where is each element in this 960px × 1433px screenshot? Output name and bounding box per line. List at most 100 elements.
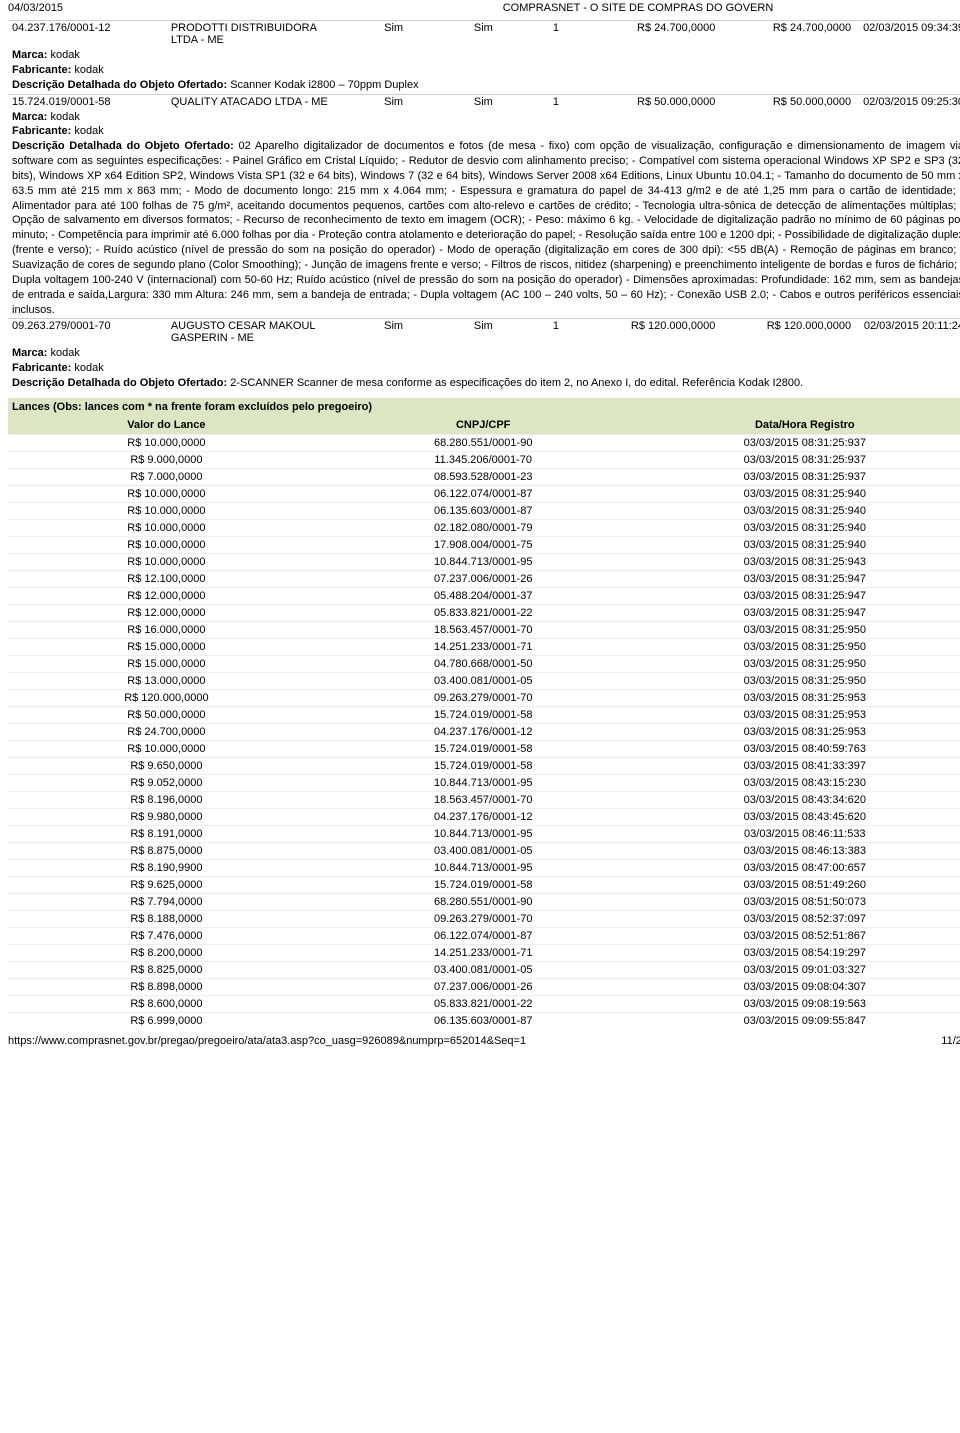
lance-valor: R$ 10.000,0000 (8, 502, 325, 519)
lance-valor: R$ 9.650,0000 (8, 757, 325, 774)
lance-cnpj: 17.908.004/0001-75 (325, 536, 642, 553)
vendor-desc-row: Marca: kodakFabricante: kodakDescrição D… (8, 345, 960, 392)
lance-row: R$ 9.650,000015.724.019/0001-5803/03/201… (8, 757, 960, 774)
lance-data: 03/03/2015 08:43:45:620 (642, 808, 960, 825)
lance-data: 03/03/2015 09:08:19:563 (642, 995, 960, 1012)
lance-row: R$ 10.000,000010.844.713/0001-9503/03/20… (8, 553, 960, 570)
lance-cnpj: 08.593.528/0001-23 (325, 468, 642, 485)
vendor-v2: R$ 120.000,0000 (719, 319, 855, 346)
lance-cnpj: 10.844.713/0001-95 (325, 774, 642, 791)
lances-title: Lances (12, 401, 53, 413)
lance-data: 03/03/2015 08:43:15:230 (642, 774, 960, 791)
lance-valor: R$ 120.000,0000 (8, 689, 325, 706)
lance-row: R$ 50.000,000015.724.019/0001-5803/03/20… (8, 706, 960, 723)
lance-row: R$ 8.188,000009.263.279/0001-7003/03/201… (8, 910, 960, 927)
lance-cnpj: 03.400.081/0001-05 (325, 961, 642, 978)
lance-valor: R$ 12.000,0000 (8, 587, 325, 604)
vendor-data: 02/03/2015 09:25:30 (855, 94, 960, 109)
lance-row: R$ 9.052,000010.844.713/0001-9503/03/201… (8, 774, 960, 791)
vendor-marca-label: Marca: (12, 49, 51, 61)
lance-valor: R$ 8.898,0000 (8, 978, 325, 995)
vendor-marca-label: Marca: (12, 347, 51, 359)
lance-row: R$ 10.000,000015.724.019/0001-5803/03/20… (8, 740, 960, 757)
vendor-marca: kodak (51, 49, 80, 61)
lance-data: 03/03/2015 08:31:25:947 (642, 604, 960, 621)
lances-column-header-row: Valor do Lance CNPJ/CPF Data/Hora Regist… (8, 416, 960, 435)
vendor-marca: kodak (51, 111, 80, 123)
vendor-v1: R$ 50.000,0000 (584, 94, 720, 109)
lance-data: 03/03/2015 08:47:00:657 (642, 859, 960, 876)
vendor-desc-label: Descrição Detalhada do Objeto Ofertado: (12, 377, 230, 389)
lance-valor: R$ 15.000,0000 (8, 655, 325, 672)
lance-data: 03/03/2015 08:52:51:867 (642, 927, 960, 944)
lance-data: 03/03/2015 08:31:25:950 (642, 672, 960, 689)
lance-row: R$ 10.000,000006.122.074/0001-8703/03/20… (8, 485, 960, 502)
vendor-col1: Sim (349, 21, 439, 48)
lance-valor: R$ 15.000,0000 (8, 638, 325, 655)
lance-valor: R$ 10.000,0000 (8, 740, 325, 757)
lance-row: R$ 9.625,000015.724.019/0001-5803/03/201… (8, 876, 960, 893)
lance-cnpj: 09.263.279/0001-70 (325, 689, 642, 706)
lance-valor: R$ 8.600,0000 (8, 995, 325, 1012)
lance-cnpj: 04.780.668/0001-50 (325, 655, 642, 672)
lance-valor: R$ 8.825,0000 (8, 961, 325, 978)
lance-row: R$ 10.000,000068.280.551/0001-9003/03/20… (8, 434, 960, 451)
lance-cnpj: 11.345.206/0001-70 (325, 451, 642, 468)
lance-valor: R$ 10.000,0000 (8, 553, 325, 570)
lance-valor: R$ 9.980,0000 (8, 808, 325, 825)
lances-note: (Obs: lances com * na frente foram exclu… (53, 401, 372, 413)
vendor-desc-row: Marca: kodakFabricante: kodakDescrição D… (8, 47, 960, 94)
lance-valor: R$ 6.999,0000 (8, 1012, 325, 1029)
footer-page: 11/22 (941, 1035, 960, 1047)
lance-data: 03/03/2015 08:31:25:940 (642, 519, 960, 536)
lances-col-valor: Valor do Lance (8, 416, 325, 435)
lance-valor: R$ 24.700,0000 (8, 723, 325, 740)
lance-row: R$ 15.000,000014.251.233/0001-7103/03/20… (8, 638, 960, 655)
lance-cnpj: 10.844.713/0001-95 (325, 859, 642, 876)
lance-data: 03/03/2015 08:31:25:950 (642, 655, 960, 672)
vendor-marca-label: Marca: (12, 111, 51, 123)
lance-valor: R$ 8.190,9900 (8, 859, 325, 876)
lance-data: 03/03/2015 09:01:03:327 (642, 961, 960, 978)
vendor-data: 02/03/2015 20:11:24 (855, 319, 960, 346)
lance-cnpj: 18.563.457/0001-70 (325, 621, 642, 638)
lance-row: R$ 9.980,000004.237.176/0001-1203/03/201… (8, 808, 960, 825)
lance-data: 03/03/2015 08:41:33:397 (642, 757, 960, 774)
lance-cnpj: 09.263.279/0001-70 (325, 910, 642, 927)
lance-row: R$ 8.898,000007.237.006/0001-2603/03/201… (8, 978, 960, 995)
lance-row: R$ 8.875,000003.400.081/0001-0503/03/201… (8, 842, 960, 859)
lance-valor: R$ 16.000,0000 (8, 621, 325, 638)
lance-data: 03/03/2015 08:54:19:297 (642, 944, 960, 961)
vendor-fab-label: Fabricante: (12, 125, 74, 137)
lance-data: 03/03/2015 08:31:25:950 (642, 638, 960, 655)
lance-valor: R$ 7.000,0000 (8, 468, 325, 485)
lance-valor: R$ 12.100,0000 (8, 570, 325, 587)
lance-data: 03/03/2015 09:09:55:847 (642, 1012, 960, 1029)
vendor-marca: kodak (51, 347, 80, 359)
vendor-row: 15.724.019/0001-58QUALITY ATACADO LTDA -… (8, 94, 960, 109)
page-top-header: 04/03/2015 COMPRASNET - O SITE DE COMPRA… (8, 0, 960, 20)
lance-row: R$ 12.000,000005.833.821/0001-2203/03/20… (8, 604, 960, 621)
lance-cnpj: 15.724.019/0001-58 (325, 757, 642, 774)
vendor-qtd: 1 (528, 21, 583, 48)
vendor-desc: Scanner Kodak i2800 – 70ppm Duplex (230, 79, 418, 91)
lance-cnpj: 02.182.080/0001-79 (325, 519, 642, 536)
lance-data: 03/03/2015 08:31:25:943 (642, 553, 960, 570)
lance-cnpj: 03.400.081/0001-05 (325, 842, 642, 859)
vendor-col2: Sim (438, 319, 528, 346)
lance-valor: R$ 50.000,0000 (8, 706, 325, 723)
vendor-col1: Sim (349, 94, 439, 109)
vendors-table: 04.237.176/0001-12PRODOTTI DISTRIBUIDORA… (8, 20, 960, 392)
lance-row: R$ 8.825,000003.400.081/0001-0503/03/201… (8, 961, 960, 978)
lance-data: 03/03/2015 08:31:25:950 (642, 621, 960, 638)
lance-data: 03/03/2015 08:31:25:947 (642, 570, 960, 587)
vendor-desc: 2-SCANNER Scanner de mesa conforme as es… (230, 377, 803, 389)
lance-cnpj: 05.833.821/0001-22 (325, 604, 642, 621)
vendor-desc-label: Descrição Detalhada do Objeto Ofertado: (12, 79, 230, 91)
lance-data: 03/03/2015 08:31:25:953 (642, 723, 960, 740)
vendor-v2: R$ 50.000,0000 (719, 94, 855, 109)
lance-row: R$ 10.000,000006.135.603/0001-8703/03/20… (8, 502, 960, 519)
lance-row: R$ 12.000,000005.488.204/0001-3703/03/20… (8, 587, 960, 604)
lances-col-data: Data/Hora Registro (642, 416, 960, 435)
lance-row: R$ 8.191,000010.844.713/0001-9503/03/201… (8, 825, 960, 842)
